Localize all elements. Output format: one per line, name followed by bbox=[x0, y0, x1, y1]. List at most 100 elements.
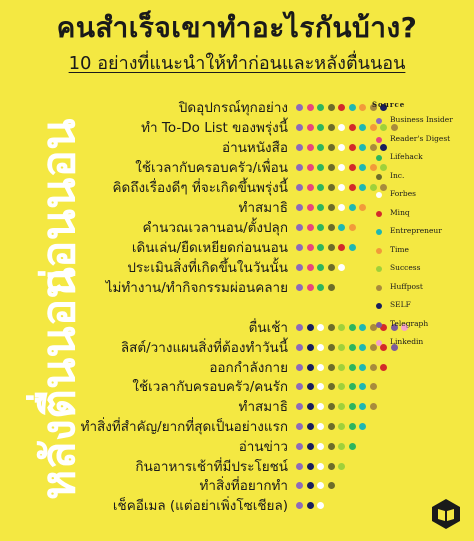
habit-row: ทำสมาธิ bbox=[46, 199, 446, 217]
habit-label: ลิสต์/วางแผนสิ่งที่ต้องทำวันนี้ bbox=[120, 339, 288, 356]
habit-label: ประเมินสิ่งที่เกิดขึ้นในวันนั้น bbox=[127, 260, 288, 276]
source-dot bbox=[317, 502, 324, 510]
habit-label: ไม่ทำงาน/ทำกิจกรรมผ่อนคลาย bbox=[105, 280, 288, 296]
source-dot bbox=[390, 324, 398, 331]
legend-label: Telegraph bbox=[390, 318, 429, 328]
habit-row: ไม่ทำงาน/ทำกิจกรรมผ่อนคลาย bbox=[46, 279, 446, 297]
source-dot bbox=[296, 144, 303, 151]
legend-label: Reader's Digest bbox=[390, 133, 451, 143]
source-dot bbox=[327, 403, 335, 411]
source-dot bbox=[306, 144, 314, 151]
legend-dot bbox=[376, 229, 382, 235]
source-dot bbox=[390, 343, 398, 351]
source-dot bbox=[306, 184, 314, 191]
source-dot bbox=[380, 184, 387, 191]
source-dot bbox=[296, 442, 303, 450]
source-dot bbox=[380, 104, 387, 111]
source-dot bbox=[338, 363, 345, 371]
source-dot bbox=[317, 104, 324, 111]
legend-dot bbox=[376, 118, 382, 124]
source-dot bbox=[317, 144, 324, 151]
source-dot bbox=[359, 383, 366, 391]
source-dot bbox=[348, 403, 356, 411]
habit-label: เช็คอีเมล (แต่อย่าเพิ่งโซเชียล) bbox=[112, 498, 288, 515]
source-dot bbox=[327, 383, 335, 391]
habit-row: กินอาหารเช้าที่มีประโยชน์ bbox=[46, 458, 446, 476]
source-dot bbox=[296, 244, 303, 251]
habit-label: ออกกำลังกาย bbox=[209, 359, 288, 376]
source-dot bbox=[359, 184, 366, 191]
habit-label: กินอาหารเช้าที่มีประโยชน์ bbox=[135, 458, 288, 475]
source-dot bbox=[380, 164, 387, 171]
source-dot bbox=[327, 144, 335, 151]
legend-dot bbox=[376, 321, 382, 328]
legend-item: Time bbox=[372, 243, 472, 262]
legend-label: Lifehack bbox=[390, 152, 423, 161]
book-logo-icon bbox=[432, 499, 460, 529]
source-dot bbox=[306, 383, 314, 391]
source-dot bbox=[369, 124, 377, 131]
habit-row: อ่านหนังสือ bbox=[46, 139, 446, 157]
legend-item: Entrepreneur bbox=[372, 224, 472, 243]
legend-dot bbox=[376, 192, 382, 198]
source-dot bbox=[296, 383, 303, 391]
habit-row: ปิดอุปกรณ์ทุกอย่าง bbox=[46, 99, 446, 117]
source-dot bbox=[348, 423, 356, 430]
source-dot bbox=[317, 442, 324, 450]
legend-label: Forbes bbox=[390, 189, 416, 198]
source-dot bbox=[306, 442, 314, 450]
source-dot bbox=[338, 204, 345, 211]
source-dot bbox=[327, 442, 335, 450]
source-dot bbox=[348, 442, 356, 450]
source-dot bbox=[296, 104, 303, 111]
source-dot bbox=[380, 144, 387, 151]
habit-row: ตื่นเช้า bbox=[46, 319, 446, 337]
source-dot bbox=[317, 324, 324, 331]
legend-dot bbox=[376, 173, 382, 180]
source-dot bbox=[296, 284, 303, 291]
source-dot bbox=[317, 284, 324, 291]
source-dot bbox=[348, 164, 356, 171]
source-dot bbox=[369, 363, 377, 371]
source-dot bbox=[380, 324, 387, 331]
source-dot bbox=[317, 204, 324, 211]
source-dot bbox=[317, 363, 324, 371]
legend-dot bbox=[376, 284, 382, 291]
legend-label: Business Insider bbox=[390, 115, 453, 124]
source-dot bbox=[327, 224, 335, 231]
source-dot bbox=[327, 104, 335, 111]
source-dot bbox=[369, 184, 377, 191]
source-dot bbox=[338, 403, 345, 411]
source-dot bbox=[327, 264, 335, 271]
source-dot bbox=[327, 284, 335, 291]
source-dot bbox=[348, 324, 356, 331]
habit-label: อ่านหนังสือ bbox=[222, 140, 288, 156]
source-dot bbox=[296, 363, 303, 371]
source-dot bbox=[348, 383, 356, 391]
source-dot bbox=[327, 244, 335, 251]
source-dot bbox=[348, 104, 356, 111]
legend-label: Minq bbox=[390, 207, 410, 217]
source-dot bbox=[306, 164, 314, 171]
source-dot bbox=[306, 482, 314, 490]
source-legend: Source Business Insider Reader's Digest Li… bbox=[372, 100, 472, 354]
source-dot bbox=[327, 124, 335, 131]
source-dot bbox=[348, 363, 356, 371]
source-dot bbox=[359, 164, 366, 171]
source-dot bbox=[296, 482, 303, 490]
legend-dot bbox=[376, 210, 382, 217]
source-dot bbox=[338, 462, 345, 470]
source-dot bbox=[296, 164, 303, 171]
source-dot bbox=[306, 284, 314, 291]
habit-label: เดินเล่น/ยืดเหยียดก่อนนอน bbox=[131, 240, 288, 256]
source-dot bbox=[338, 264, 345, 271]
source-dot bbox=[327, 324, 335, 331]
habit-row: คำนวณเวลานอน/ตั้งปลุก bbox=[46, 219, 446, 237]
source-dot bbox=[390, 124, 398, 131]
habit-row: อ่านข่าว bbox=[46, 438, 446, 456]
source-dot bbox=[359, 423, 366, 430]
source-dot bbox=[327, 343, 335, 351]
legend-title: Source bbox=[372, 100, 406, 109]
source-dot bbox=[296, 124, 303, 131]
legend-item: Forbes bbox=[372, 187, 472, 206]
